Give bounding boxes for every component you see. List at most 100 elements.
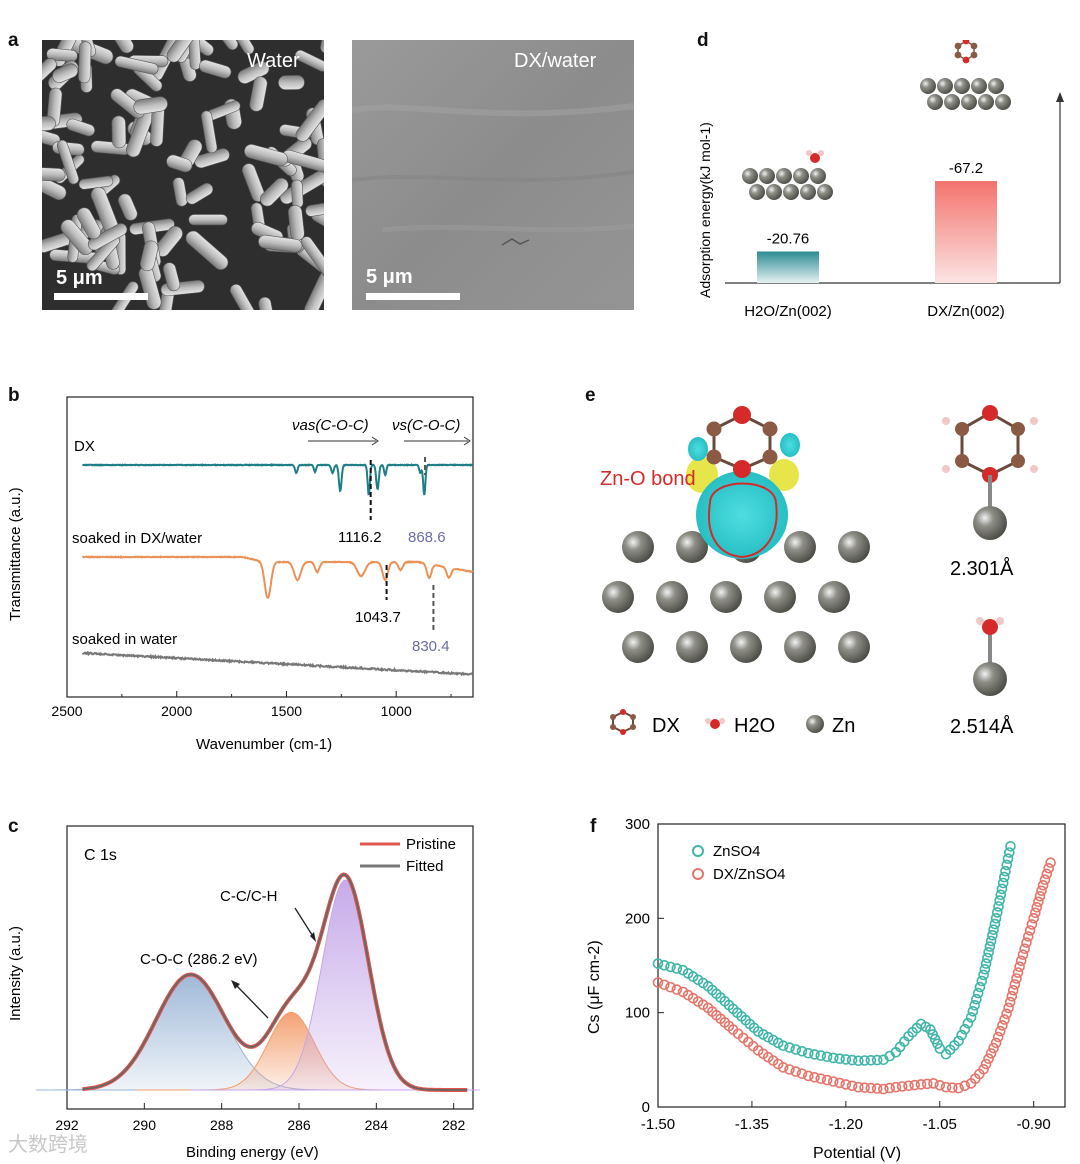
f-point-znso4 xyxy=(659,960,670,971)
zn-atom xyxy=(961,94,977,110)
h-atom xyxy=(806,150,812,156)
f-point-dx-znso4 xyxy=(777,1062,789,1073)
f-point-dx-znso4 xyxy=(1026,919,1038,930)
zn-deposit-rod xyxy=(46,48,78,62)
f-point-znso4 xyxy=(652,958,664,969)
f-point-dx-znso4 xyxy=(659,979,670,991)
dx-ring-side xyxy=(960,411,1020,477)
f-point-dx-znso4 xyxy=(809,1071,820,1083)
zn-atom xyxy=(944,94,960,110)
f-point-znso4 xyxy=(803,1047,814,1059)
zn-atom xyxy=(622,631,654,663)
zn-atom xyxy=(759,168,775,184)
c-atom xyxy=(1011,422,1025,436)
c-atom xyxy=(706,449,722,465)
f-point-dx-znso4 xyxy=(992,1031,1004,1043)
b-peak-830: 830.4 xyxy=(412,638,450,655)
zn-deposit-rod xyxy=(217,40,239,51)
legend-h2o-h xyxy=(705,718,711,724)
o-atom xyxy=(982,619,998,635)
f-legend-dx: DX/ZnSO4 xyxy=(713,866,786,883)
f-point-dx-znso4 xyxy=(978,1064,989,1075)
f-point-znso4 xyxy=(790,1044,802,1055)
zn-atom xyxy=(730,631,762,663)
f-point-znso4 xyxy=(965,1012,977,1023)
f-point-dx-znso4 xyxy=(953,1082,964,1094)
zn-deposit-rod xyxy=(229,284,258,310)
f-point-znso4 xyxy=(956,1029,968,1041)
f-point-dx-znso4 xyxy=(903,1080,914,1092)
zn-deposit-rod xyxy=(42,115,56,132)
f-point-znso4 xyxy=(827,1052,839,1064)
f-point-znso4 xyxy=(997,877,1009,889)
b-peak-868: 868.6 xyxy=(408,529,446,546)
f-y-tick-label: 200 xyxy=(625,910,650,927)
o-atom xyxy=(810,153,820,163)
zn-atom xyxy=(978,94,994,110)
d-arrow-head xyxy=(1056,92,1064,102)
f-point-dx-znso4 xyxy=(1009,979,1021,990)
f-point-znso4 xyxy=(979,964,991,975)
dx-atom xyxy=(970,42,978,50)
scale-bar-label-dx-water: 5 μm xyxy=(366,266,413,288)
zn-deposit-rod xyxy=(320,40,324,54)
zn-deposit-rod xyxy=(185,182,214,205)
zn-deposit-rod xyxy=(111,115,127,149)
c-title: C 1s xyxy=(84,847,117,864)
f-point-znso4 xyxy=(859,1055,870,1066)
panel-label-e: e xyxy=(585,385,596,406)
f-x-tick-label: -0.90 xyxy=(1017,1116,1051,1133)
f-point-dx-znso4 xyxy=(884,1082,896,1094)
d-bar-1 xyxy=(935,181,997,283)
o-atom xyxy=(733,460,751,478)
sem-image-water: Water 5 μm xyxy=(42,40,324,310)
zn-deposit-rod xyxy=(87,223,128,251)
f-x-tick-label: -1.05 xyxy=(923,1116,957,1133)
dx-atom xyxy=(954,42,962,50)
c-x-tick-label: 284 xyxy=(365,1117,389,1133)
f-point-znso4 xyxy=(1003,847,1015,858)
panel-label-c: c xyxy=(8,816,19,837)
zn-atom xyxy=(995,94,1011,110)
zn-o-bond-outline xyxy=(707,482,778,559)
zn-deposit-rod xyxy=(258,234,303,253)
f-point-znso4 xyxy=(815,1050,827,1061)
c-arrow-coc xyxy=(234,983,269,1019)
f-x-tick-label: -1.20 xyxy=(829,1116,863,1133)
f-point-dx-znso4 xyxy=(871,1083,883,1094)
legend-dx-atom xyxy=(610,714,616,720)
chart-f: -1.50 -1.35 -1.20 -1.05 -0.90 0 100 200 300 ZnSO… xyxy=(586,816,1066,1162)
zn-deposit-rod xyxy=(42,166,66,182)
f-point-dx-znso4 xyxy=(1039,874,1051,886)
c-arrowhead-cc xyxy=(310,932,316,942)
h-atom xyxy=(976,617,984,625)
zn-deposit-rod xyxy=(231,40,255,55)
zn-atom xyxy=(818,581,850,613)
f-point-dx-znso4 xyxy=(1001,1008,1012,1020)
zn-atom xyxy=(971,78,987,94)
f-point-znso4 xyxy=(853,1055,864,1067)
zn-atom xyxy=(784,531,816,563)
b-legend-water: soaked in water xyxy=(72,631,177,648)
f-point-znso4 xyxy=(809,1049,820,1060)
f-point-dx-znso4 xyxy=(1014,961,1025,972)
sem-label-dx-water: DX/water xyxy=(514,50,597,72)
f-point-dx-znso4 xyxy=(946,1082,958,1094)
legend-h2o-icon xyxy=(710,719,720,729)
f-point-dx-znso4 xyxy=(909,1079,921,1091)
zn-deposit-rod xyxy=(60,219,94,256)
f-legend-marker-znso4 xyxy=(692,845,704,857)
f-point-znso4 xyxy=(974,981,986,993)
distance-h2o: 2.514Å xyxy=(950,715,1014,738)
f-point-znso4 xyxy=(993,901,1004,912)
zn-deposit-rod xyxy=(52,63,79,83)
c-x-axis-label: Binding energy (eV) xyxy=(186,1144,319,1161)
f-point-znso4 xyxy=(982,952,993,964)
f-point-znso4 xyxy=(972,987,984,999)
zn-deposit-rod xyxy=(166,40,197,63)
zn-deposit-rod xyxy=(244,144,288,167)
f-point-dx-znso4 xyxy=(859,1082,870,1094)
f-point-dx-znso4 xyxy=(999,1014,1010,1025)
f-point-znso4 xyxy=(821,1051,833,1063)
b-x-tick-label: 2000 xyxy=(161,703,192,719)
